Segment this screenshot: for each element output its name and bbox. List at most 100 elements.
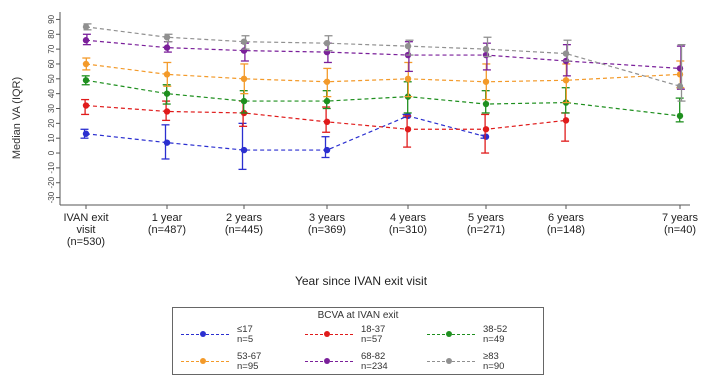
x-tick-label: IVAN exit: [63, 212, 108, 224]
data-point: [82, 130, 90, 137]
chart: Median VA (IQR) Year since IVAN exit vis…: [11, 12, 699, 288]
data-point: [163, 90, 171, 97]
legend-group-name: ≥83: [483, 351, 499, 362]
data-point: [163, 34, 171, 41]
data-point: [482, 133, 490, 140]
legend-label: ≤17 n=5: [237, 325, 253, 345]
legend-item: ≥83 n=90: [425, 352, 543, 374]
y-tick-label: 10: [47, 133, 56, 142]
data-point: [404, 42, 412, 50]
data-point: [163, 139, 171, 146]
legend-group-count: n=5: [237, 334, 254, 345]
y-tick-label: 50: [47, 74, 56, 83]
legend-group-count: n=234: [361, 361, 388, 372]
data-point: [163, 71, 171, 78]
y-tick-label: 0: [47, 150, 56, 155]
data-point: [163, 108, 171, 115]
data-point: [482, 51, 490, 59]
data-point: [404, 75, 412, 83]
data-point: [82, 77, 90, 84]
series-line: [85, 26, 681, 87]
x-tick-label: 7 years: [662, 212, 699, 224]
series-line: [85, 63, 681, 83]
y-tick-label: -20: [47, 176, 56, 188]
data-point: [482, 126, 490, 133]
data-point: [82, 102, 90, 109]
legend-item: 38-52 n=49: [425, 325, 543, 347]
y-tick-label: 30: [47, 104, 56, 113]
legend-marker: [200, 331, 206, 337]
legend-marker: [324, 331, 330, 337]
y-axis-label: Median VA (IQR): [11, 77, 23, 159]
y-tick-label: 20: [47, 118, 56, 127]
y-tick-label: -10: [47, 162, 56, 174]
x-tick-label: 3 years: [309, 212, 346, 224]
legend-label: ≥83 n=90: [483, 352, 504, 372]
legend-label: 68-82 n=234: [361, 352, 388, 372]
legend-title: BCVA at IVAN exit: [317, 310, 399, 321]
legend-marker: [446, 358, 452, 364]
y-tick-label: -30: [47, 191, 56, 203]
x-tick-label: (n=148): [547, 224, 585, 236]
legend-group-count: n=95: [237, 361, 259, 372]
legend-group-name: ≤17: [237, 324, 253, 335]
data-point: [562, 50, 570, 57]
x-tick-label: (n=487): [148, 224, 186, 236]
x-tick-label: 5 years: [468, 212, 505, 224]
x-tick-label: 2 years: [226, 212, 263, 224]
x-tick-label: 6 years: [548, 212, 585, 224]
data-point: [240, 97, 248, 105]
data-point: [323, 39, 331, 47]
data-point: [482, 45, 490, 53]
data-point: [323, 78, 331, 85]
legend-group-name: 68-82: [361, 351, 386, 362]
data-point: [482, 100, 490, 108]
data-point: [562, 77, 570, 84]
data-point: [82, 37, 90, 44]
x-tick-label: (n=530): [67, 236, 105, 248]
data-point: [323, 146, 331, 154]
x-tick-label: (n=271): [467, 224, 505, 236]
legend-item: ≤17 n=5: [179, 325, 297, 347]
data-point: [404, 126, 412, 133]
data-point: [163, 44, 171, 51]
x-tick-label: 1 year: [152, 212, 183, 224]
x-tick-label: (n=445): [225, 224, 263, 236]
data-point: [323, 48, 331, 56]
legend-marker: [200, 358, 206, 364]
legend-label: 18-37 n=57: [361, 325, 385, 345]
data-point: [240, 47, 248, 54]
legend-label: 53-67 n=95: [237, 352, 261, 372]
y-tick-label: 90: [47, 14, 56, 23]
data-point: [676, 65, 684, 72]
data-point: [82, 23, 90, 31]
legend-group-name: 53-67: [237, 351, 262, 362]
data-point: [562, 117, 570, 124]
series-line: [85, 79, 681, 117]
legend-label: 38-52 n=49: [483, 325, 507, 345]
y-tick-label: 40: [47, 89, 56, 98]
plot-area: 90 80 70 60 50 40 30 20 10 0 -10 -20 -30 IVAN exitvis…: [47, 12, 699, 248]
data-point: [82, 60, 90, 68]
data-point: [676, 112, 684, 120]
x-axis-label: Year since IVAN exit visit: [295, 274, 428, 288]
series-line: [85, 115, 487, 151]
y-tick-label: 70: [47, 44, 56, 53]
legend-item: 53-67 n=95: [179, 352, 297, 374]
x-tick-label: (n=369): [308, 224, 346, 236]
x-tick-label: 4 years: [390, 212, 427, 224]
y-tick-label: 60: [47, 59, 56, 68]
data-point: [482, 78, 490, 85]
legend-group-count: n=57: [361, 334, 383, 345]
legend-group-count: n=49: [483, 334, 505, 345]
x-tick-label: (n=40): [664, 224, 696, 236]
data-point: [676, 71, 684, 78]
legend-item: 18-37 n=57: [303, 325, 421, 347]
data-point: [240, 75, 248, 83]
data-point: [240, 38, 248, 45]
legend-marker: [446, 331, 452, 337]
series-line: [85, 39, 681, 70]
data-point: [323, 97, 331, 105]
x-tick-label: (n=310): [389, 224, 427, 236]
legend-group-count: n=90: [483, 361, 505, 372]
